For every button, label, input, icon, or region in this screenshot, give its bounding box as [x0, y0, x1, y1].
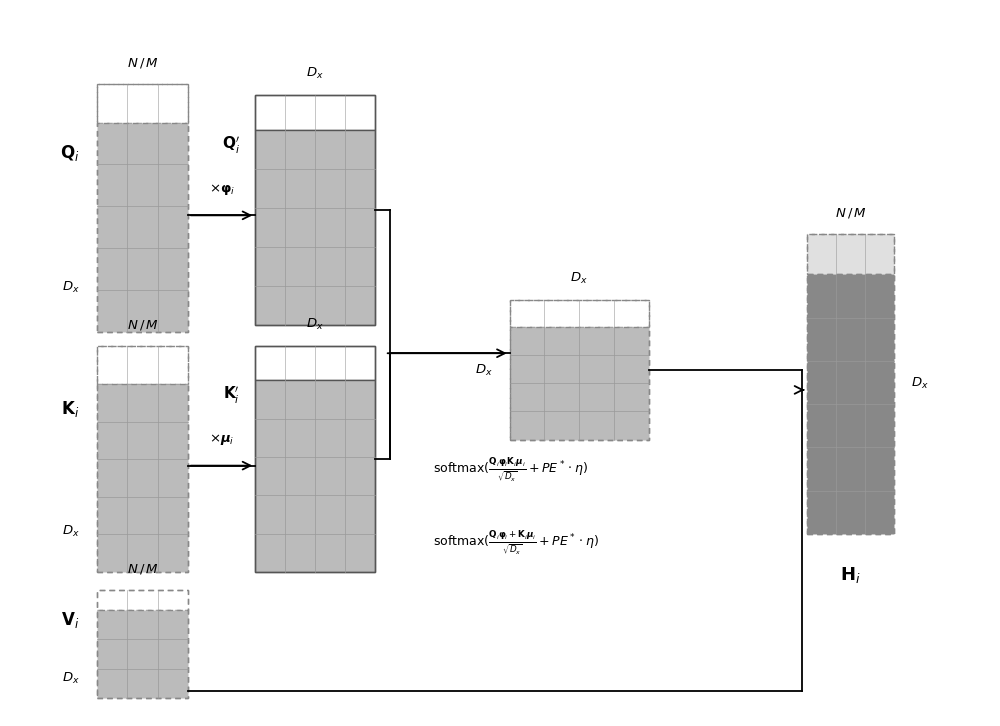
- Bar: [97, 346, 188, 384]
- Bar: [97, 346, 188, 572]
- Text: $D_x$: $D_x$: [475, 362, 492, 378]
- Text: $D_x$: $D_x$: [306, 65, 324, 81]
- Bar: [807, 234, 894, 274]
- Bar: [255, 346, 375, 572]
- Text: $D_x$: $D_x$: [62, 280, 80, 295]
- Bar: [255, 129, 375, 325]
- Text: $D_x$: $D_x$: [306, 317, 324, 332]
- Text: $N\,/\,M$: $N\,/\,M$: [127, 57, 158, 70]
- Bar: [510, 327, 649, 440]
- Bar: [97, 384, 188, 572]
- Text: $D_x$: $D_x$: [570, 272, 588, 286]
- Bar: [807, 234, 894, 534]
- Bar: [807, 274, 894, 534]
- Text: $D_x$: $D_x$: [62, 671, 80, 685]
- Bar: [510, 301, 649, 327]
- Bar: [255, 94, 375, 325]
- Bar: [255, 380, 375, 572]
- Text: $N\,/\,M$: $N\,/\,M$: [127, 562, 158, 576]
- Bar: [97, 611, 188, 698]
- Text: $\mathbf{Q}_i'$: $\mathbf{Q}_i'$: [222, 135, 240, 156]
- Text: $\mathbf{Q}_i$: $\mathbf{Q}_i$: [60, 144, 80, 163]
- Text: $\mathbf{K}_i$: $\mathbf{K}_i$: [61, 399, 80, 419]
- Text: $N\,/\,M$: $N\,/\,M$: [835, 206, 866, 220]
- Bar: [255, 346, 375, 380]
- Text: $D_x$: $D_x$: [911, 376, 929, 391]
- Bar: [97, 84, 188, 123]
- Text: softmax($\frac{\mathbf{Q}_i\boldsymbol{\varphi}_i+\mathbf{K}_i\boldsymbol{\mu}_i: softmax($\frac{\mathbf{Q}_i\boldsymbol{\…: [433, 530, 599, 558]
- Text: $\mathbf{K}_i'$: $\mathbf{K}_i'$: [223, 385, 240, 406]
- Bar: [510, 301, 649, 440]
- Bar: [97, 84, 188, 332]
- Text: $D_x$: $D_x$: [62, 523, 80, 539]
- Bar: [255, 94, 375, 129]
- Text: $N\,/\,M$: $N\,/\,M$: [127, 318, 158, 332]
- Bar: [97, 123, 188, 332]
- Text: $\times\boldsymbol{\varphi}_i$: $\times\boldsymbol{\varphi}_i$: [209, 182, 235, 197]
- Text: $\times\boldsymbol{\mu}_i$: $\times\boldsymbol{\mu}_i$: [209, 432, 234, 446]
- Text: $\mathbf{V}_i$: $\mathbf{V}_i$: [61, 610, 80, 629]
- Bar: [97, 590, 188, 611]
- Text: $\mathbf{H}_i$: $\mathbf{H}_i$: [840, 565, 861, 585]
- Text: softmax($\frac{\mathbf{Q}_i\boldsymbol{\varphi}_i\mathbf{K}_i\boldsymbol{\mu}_i}: softmax($\frac{\mathbf{Q}_i\boldsymbol{\…: [433, 457, 588, 485]
- Bar: [97, 590, 188, 698]
